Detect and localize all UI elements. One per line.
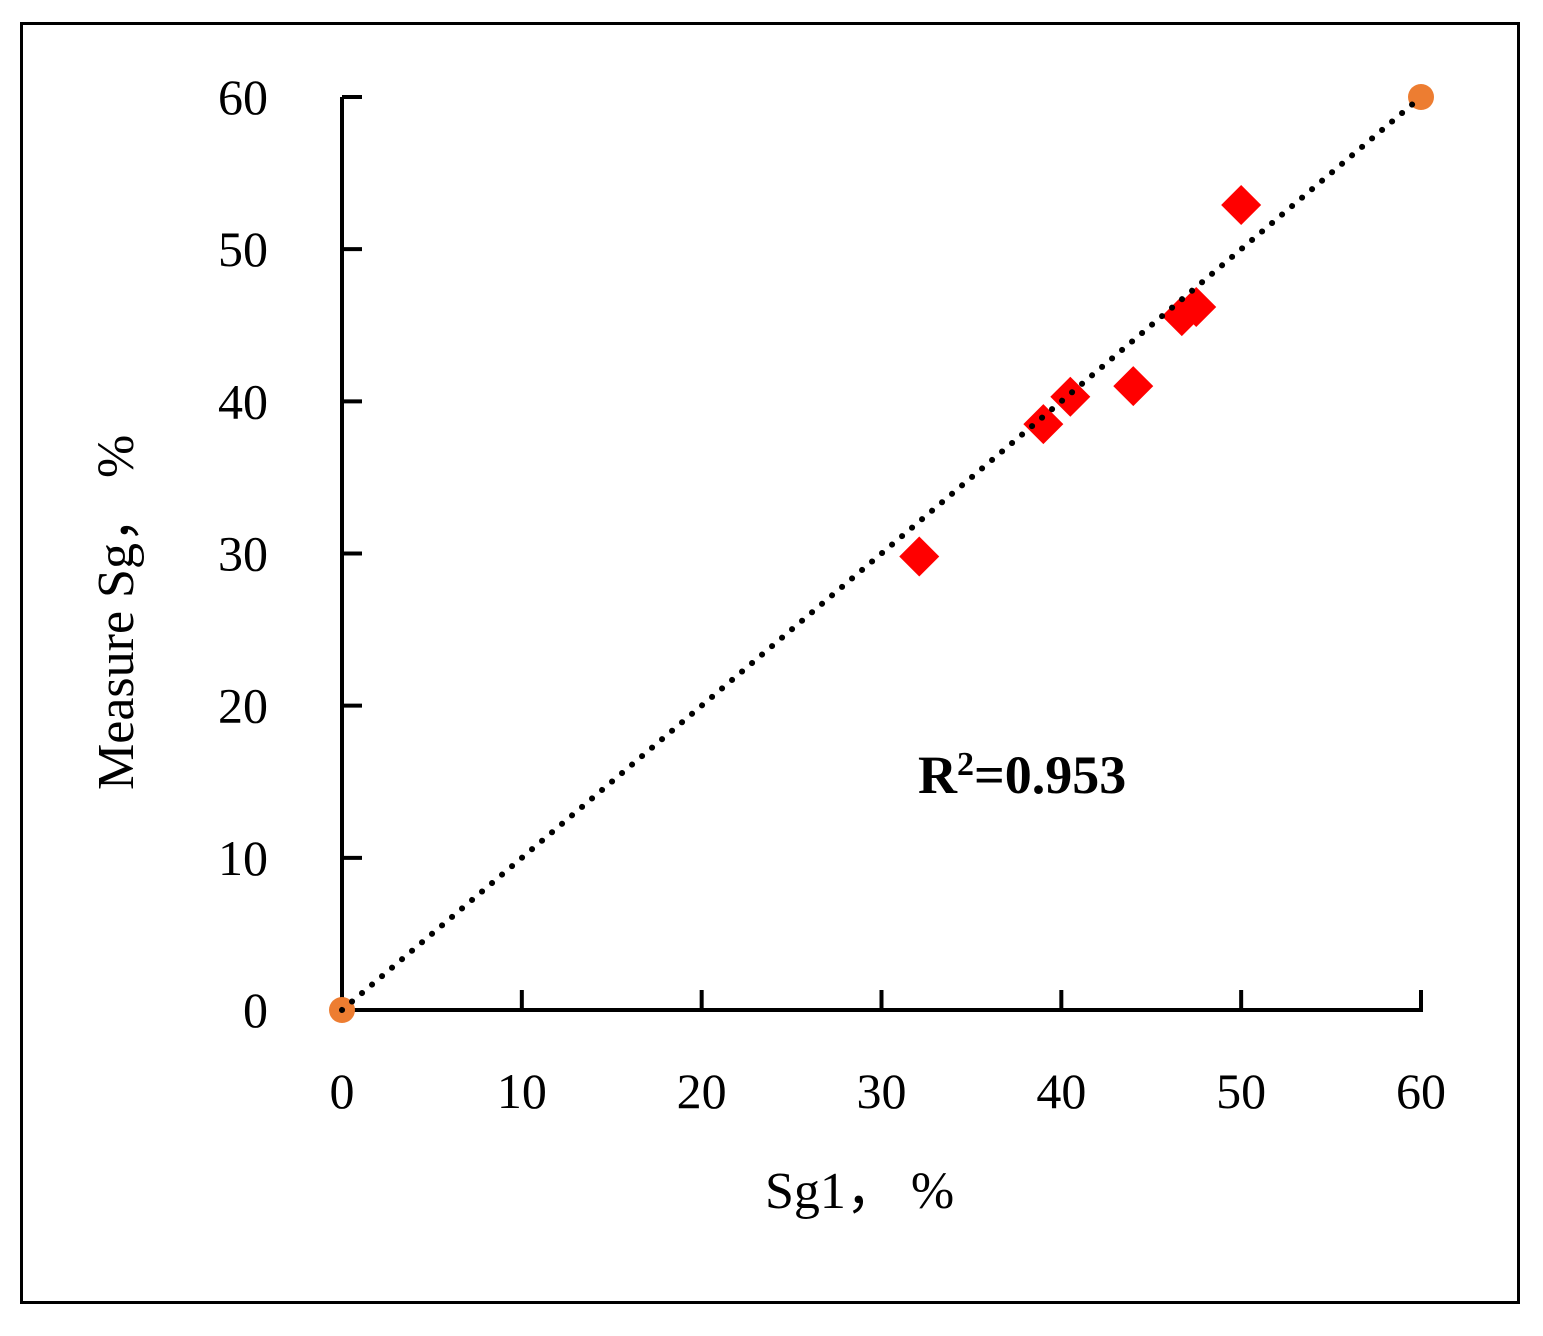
x-tick-label: 30 <box>857 1063 907 1119</box>
axes: 0 10 20 30 40 50 60 0 10 20 30 40 50 60 <box>218 69 1446 1119</box>
x-tick-label: 40 <box>1036 1063 1086 1119</box>
x-tick-label: 50 <box>1216 1063 1266 1119</box>
data-point-diamond <box>1050 376 1091 417</box>
data-point-diamond <box>1113 366 1154 407</box>
y-tick-label: 20 <box>218 678 268 734</box>
x-tick-label: 10 <box>497 1063 547 1119</box>
r-squared-annotation: R2=0.953 <box>918 745 1126 805</box>
y-tick-label: 30 <box>218 526 268 582</box>
y-tick-label: 0 <box>243 982 268 1038</box>
data-point-diamond <box>1023 404 1064 445</box>
chart-frame <box>20 22 1520 1304</box>
x-axis-ticks: 0 10 20 30 40 50 60 <box>330 990 1446 1119</box>
y-tick-label: 60 <box>218 69 268 125</box>
reference-dotted-line <box>339 94 1424 1013</box>
y-tick-label: 50 <box>218 221 268 277</box>
y-axis-title: Measure Sg， % <box>88 435 145 790</box>
data-point-diamond <box>899 536 940 577</box>
x-tick-label: 60 <box>1396 1063 1446 1119</box>
y-tick-label: 10 <box>218 830 268 886</box>
x-tick-label: 0 <box>330 1063 355 1119</box>
data-point-diamond <box>1176 286 1217 327</box>
y-tick-label: 40 <box>218 373 268 429</box>
x-tick-label: 20 <box>677 1063 727 1119</box>
y-axis-ticks: 0 10 20 30 40 50 60 <box>218 69 362 1038</box>
x-axis-title: Sg1， % <box>765 1163 954 1220</box>
data-point-diamond <box>1221 185 1262 226</box>
